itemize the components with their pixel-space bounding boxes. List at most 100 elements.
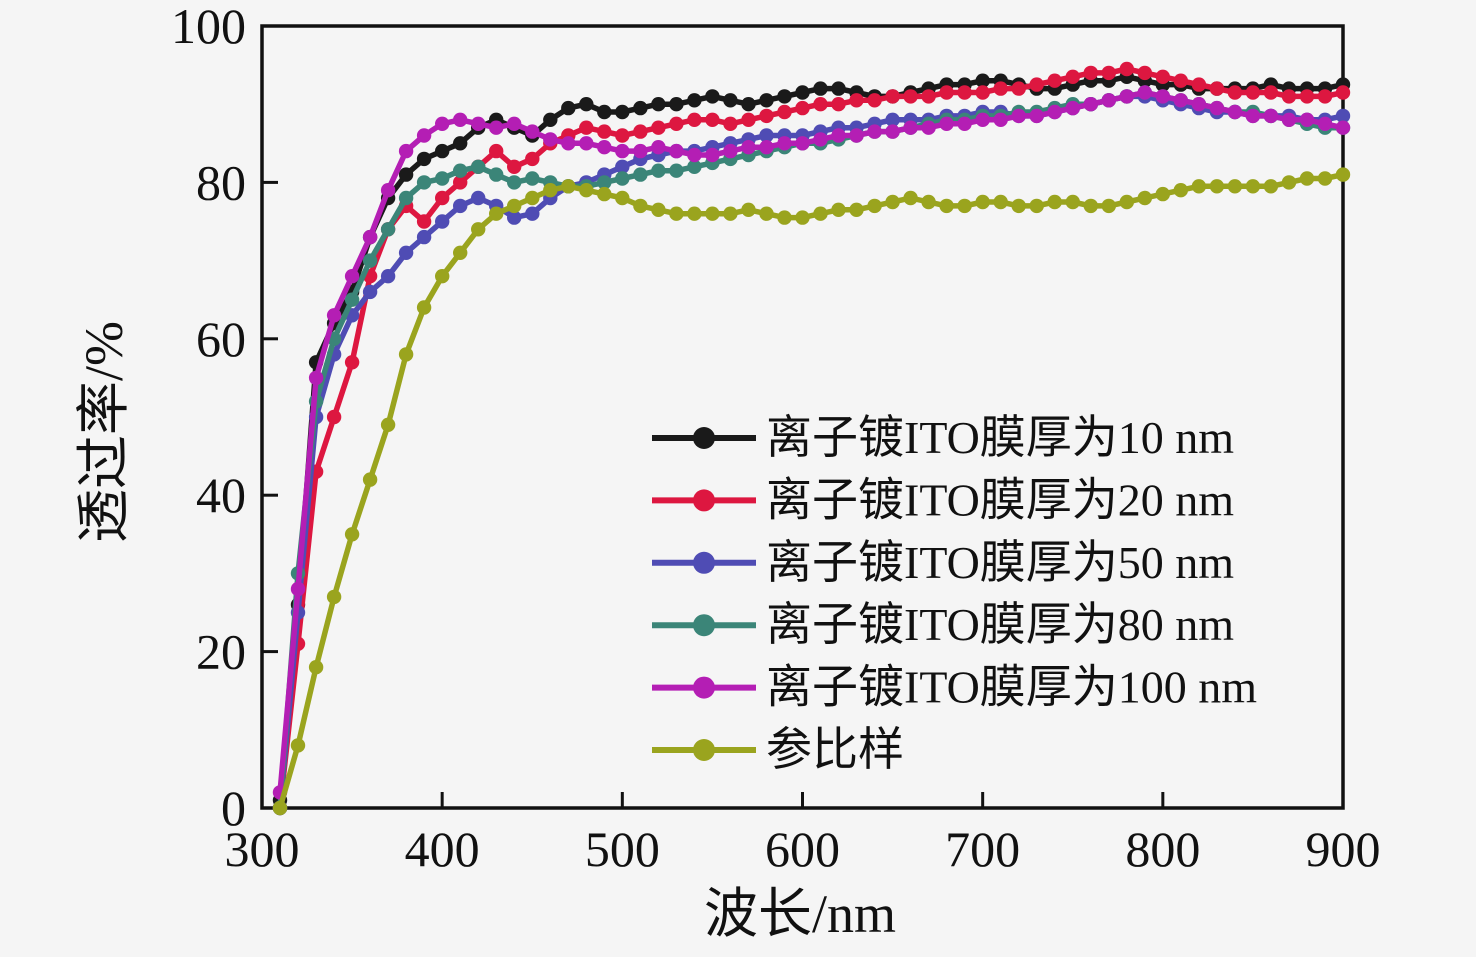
series-1-data-point	[344, 355, 360, 370]
series-1-data-point	[597, 124, 612, 139]
series-0-data-point	[669, 97, 684, 112]
series-3-data-point	[453, 163, 468, 178]
legend-item-label: 离子镀ITO膜厚为80 nm	[766, 599, 1234, 650]
series-3-data-point	[398, 190, 414, 206]
series-2-data-point	[398, 245, 414, 260]
series-5-data-point	[290, 738, 306, 753]
series-0-data-point	[777, 89, 792, 104]
series-4-data-point	[471, 116, 486, 131]
series-0-data-point	[453, 136, 468, 151]
series-5-data-point	[669, 206, 684, 221]
series-0-data-point	[723, 93, 738, 108]
series-5-data-point	[1263, 179, 1279, 194]
series-2-data-point	[885, 112, 900, 128]
series-0-data-point	[687, 93, 702, 108]
series-5-data-point	[1191, 179, 1207, 194]
series-3-data-point	[362, 253, 378, 268]
series-5-data-point	[380, 417, 396, 432]
series-4-data-point	[993, 112, 1008, 128]
legend-marker-icon	[693, 489, 715, 512]
series-1-data-point	[1029, 77, 1044, 92]
series-1-data-point	[615, 128, 630, 143]
series-1-data-point	[705, 112, 720, 128]
series-0-data-point	[795, 85, 810, 100]
legend-marker-icon	[693, 739, 715, 761]
series-1-data-point	[741, 112, 756, 128]
series-4-data-point	[687, 147, 702, 163]
series-4-data-point	[921, 120, 936, 135]
series-5-data-point	[1083, 198, 1099, 214]
series-4-data-point	[849, 128, 864, 143]
series-4-data-point	[651, 140, 666, 155]
series-1-data-point	[921, 89, 936, 104]
series-4-data-point	[398, 143, 414, 159]
series-4-data-point	[435, 116, 450, 131]
series-4-data-point	[885, 124, 900, 139]
series-5-data-point	[849, 202, 864, 217]
series-1-data-point	[1083, 65, 1099, 81]
series-5-data-point	[561, 179, 576, 194]
series-0-data-point	[975, 73, 990, 88]
x-tick-label: 300	[225, 821, 300, 877]
series-0-data-point	[579, 97, 594, 112]
legend-marker-icon	[693, 614, 715, 637]
series-4-data-point	[777, 136, 792, 151]
series-4-data-point	[1317, 116, 1333, 131]
series-4-data-point	[741, 140, 756, 155]
series-4-data-point	[1227, 104, 1243, 120]
series-3-data-point	[651, 163, 666, 178]
series-5-data-point	[1227, 179, 1243, 194]
y-axis-label: 透过率/%	[74, 321, 134, 543]
series-0-data-point	[651, 97, 666, 112]
series-1-data-point	[1335, 85, 1351, 100]
y-tick-label: 40	[196, 467, 246, 523]
series-5-data-point	[651, 202, 666, 217]
series-0-data-point	[615, 104, 630, 120]
x-tick-label: 700	[945, 821, 1020, 877]
series-5-data-point	[326, 589, 342, 605]
series-1-data-point	[1047, 73, 1062, 88]
series-4-data-point	[525, 124, 540, 139]
series-3-data-point	[525, 171, 540, 186]
series-5-data-point	[1029, 198, 1044, 214]
series-1-data-point	[795, 100, 810, 116]
series-5-data-point	[831, 202, 846, 217]
series-1-data-point	[1155, 69, 1171, 85]
series-1-data-point	[1263, 85, 1279, 100]
series-3-data-point	[669, 163, 684, 178]
series-1-data-point	[723, 116, 738, 131]
series-4-data-point	[759, 140, 774, 155]
series-5-data-point	[272, 800, 288, 816]
series-4-data-point	[453, 112, 468, 128]
series-1-data-point	[867, 93, 882, 108]
series-5-data-point	[1065, 194, 1081, 210]
series-4-data-point	[1155, 89, 1171, 104]
series-1-data-point	[975, 85, 990, 100]
series-5-data-point	[867, 198, 882, 214]
series-4-data-point	[1245, 108, 1261, 124]
series-5-data-point	[489, 206, 504, 221]
series-2-data-point	[1335, 108, 1351, 124]
series-4-data-point	[326, 308, 342, 323]
series-4-data-point	[795, 136, 810, 151]
series-2-data-point	[435, 214, 450, 229]
series-4-data-point	[362, 229, 378, 245]
series-4-data-point	[1281, 112, 1297, 128]
series-0-data-point	[633, 100, 648, 116]
series-0-data-point	[741, 97, 756, 112]
series-1-data-point	[525, 151, 540, 167]
x-axis-label: 波长/nm	[704, 884, 896, 944]
series-5-data-point	[579, 183, 594, 198]
series-5-data-point	[777, 210, 792, 225]
series-2-data-point	[759, 128, 774, 143]
series-4-data-point	[669, 143, 684, 159]
series-4-data-point	[579, 136, 594, 151]
series-5-data-point	[903, 190, 918, 206]
series-3-data-point	[507, 175, 522, 190]
series-4-data-point	[633, 143, 648, 159]
series-5-data-point	[435, 269, 450, 284]
y-tick-label: 100	[171, 0, 246, 54]
series-4-data-point	[597, 140, 612, 155]
series-4-data-point	[705, 147, 720, 163]
series-5-data-point	[723, 206, 738, 221]
